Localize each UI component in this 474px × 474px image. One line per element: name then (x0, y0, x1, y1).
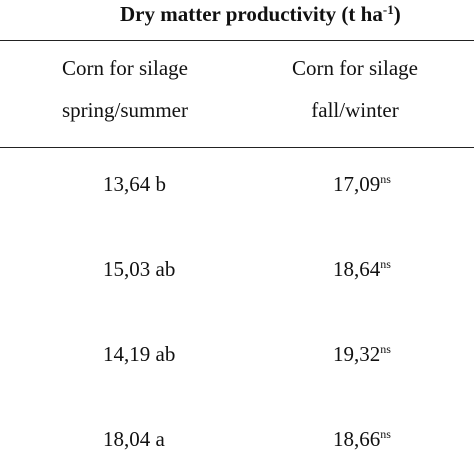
cell-significance: ns (380, 172, 391, 186)
table-cell-fall: 17,09ns (333, 172, 391, 197)
header-rule (0, 147, 474, 148)
title-close: ) (393, 2, 401, 26)
column-header-line2: spring/summer (62, 98, 188, 122)
column-header-line2: fall/winter (311, 98, 399, 122)
column-header-fall-winter: Corn for silage fall/winter (250, 47, 460, 131)
cell-value: 18,66 (333, 427, 381, 451)
cell-value: 18,64 (333, 257, 381, 281)
table-cell-spring: 14,19 ab (103, 342, 176, 366)
top-rule (0, 40, 474, 41)
title-superscript: -1 (382, 2, 394, 17)
cell-value: 19,32 (333, 342, 381, 366)
table-cell-fall: 18,64ns (333, 257, 391, 282)
table-cell-spring: 15,03 ab (103, 257, 176, 281)
cell-significance: ns (380, 427, 391, 441)
table-cell-fall: 19,32ns (333, 342, 391, 367)
cell-significance: ns (380, 257, 391, 271)
table-cell-spring: 13,64 b (103, 172, 166, 196)
title-text: Dry matter productivity (t ha (120, 2, 383, 26)
column-header-line1: Corn for silage (62, 56, 188, 80)
cell-significance: ns (380, 342, 391, 356)
column-header-line1: Corn for silage (292, 56, 418, 80)
table-cell-fall: 18,66ns (333, 427, 391, 452)
cell-value: 17,09 (333, 172, 381, 196)
table-title: Dry matter productivity (t ha-1) (120, 2, 401, 27)
table-cell-spring: 18,04 a (103, 427, 165, 451)
column-header-spring-summer: Corn for silage spring/summer (20, 47, 230, 131)
